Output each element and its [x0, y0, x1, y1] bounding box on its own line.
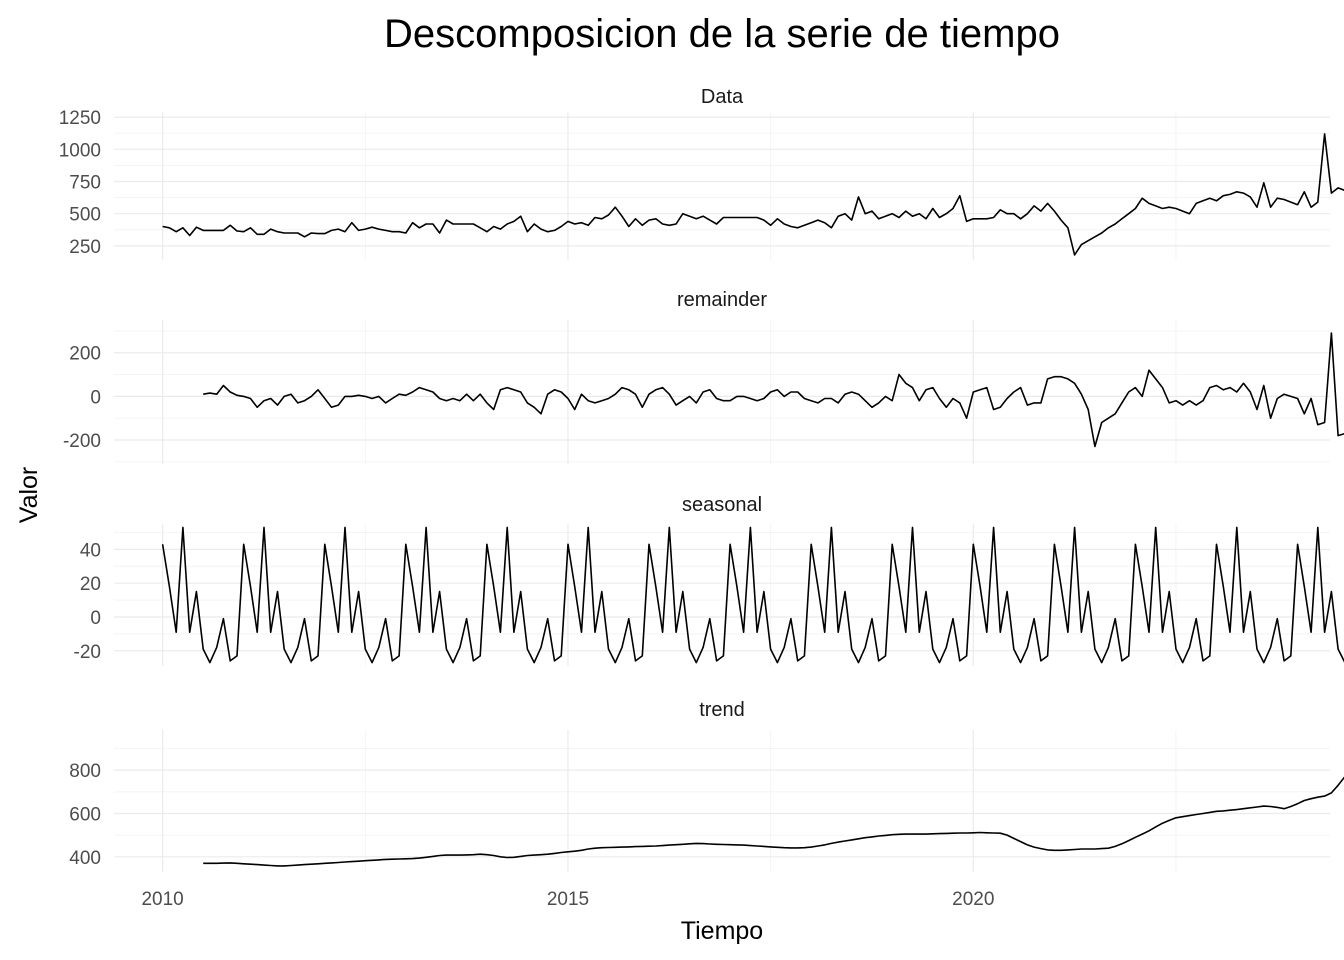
y-tick-label: -20	[74, 642, 101, 663]
y-tick-label: 400	[69, 848, 101, 869]
y-tick-label: 600	[69, 804, 101, 825]
panels: 25050075010001250Data-2000200remainder-2…	[59, 86, 1344, 872]
y-tick-label: 0	[90, 608, 101, 629]
series-line-trend	[203, 776, 1344, 867]
y-tick-label: 1000	[59, 140, 101, 161]
panel-seasonal: -20 0 20 40 seasonal	[74, 494, 1344, 666]
panel-remainder: -200 0 200 remainder	[63, 289, 1344, 464]
y-tick-label: 20	[80, 574, 101, 595]
panel-strip-label: remainder	[677, 289, 767, 311]
y-axis-title: Valor	[15, 467, 43, 524]
series-line-remainder	[203, 332, 1344, 448]
panel-strip-label: seasonal	[682, 494, 762, 516]
y-tick-label: 0	[90, 387, 101, 408]
y-tick-label: -200	[63, 431, 101, 452]
panel-strip-label: trend	[699, 699, 745, 721]
x-axis-title: Tiempo	[681, 917, 763, 945]
y-tick-label: 250	[69, 237, 101, 258]
x-axis-ticks: 2010 2015 2020	[141, 889, 994, 910]
y-tick-label: 200	[69, 344, 101, 365]
panel-data: 250 500 750 1000 1250 Data	[59, 86, 1344, 260]
series-line-seasonal	[161, 526, 1344, 664]
y-tick-label: 800	[69, 761, 101, 782]
y-tick-label: 500	[69, 205, 101, 226]
y-tick-label: 1250	[59, 108, 101, 129]
y-tick-label: 40	[80, 540, 101, 561]
x-tick-label: 2010	[141, 889, 183, 910]
panel-trend: 400 600 800 trend	[69, 699, 1344, 872]
chart-title: Descomposicion de la serie de tiempo	[384, 12, 1060, 56]
x-tick-label: 2020	[952, 889, 994, 910]
panel-strip-label: Data	[701, 86, 744, 108]
y-tick-label: 750	[69, 172, 101, 193]
x-tick-label: 2015	[547, 889, 589, 910]
series-line-data	[162, 133, 1344, 256]
